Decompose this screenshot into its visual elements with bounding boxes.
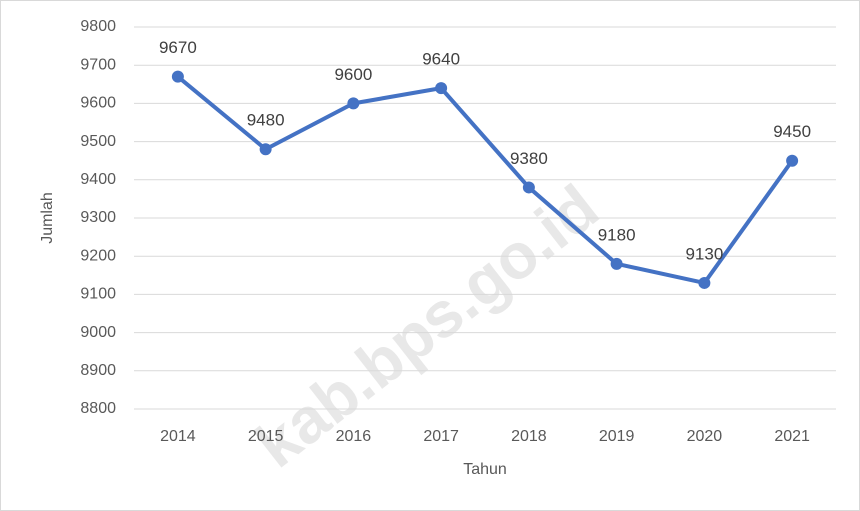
y-tick-label: 9400 [80, 171, 116, 188]
y-tick-label: 9500 [80, 133, 116, 150]
y-tick-label: 9600 [80, 95, 116, 112]
x-tick-label: 2015 [248, 428, 284, 445]
x-tick-label: 2014 [160, 428, 196, 445]
y-tick-label: 8900 [80, 362, 116, 379]
marker [435, 82, 448, 95]
y-tick-label: 8800 [80, 400, 116, 417]
marker [610, 257, 623, 270]
marker [522, 181, 535, 194]
data-label: 9480 [247, 111, 285, 130]
data-label: 9180 [598, 225, 636, 244]
x-axis-label: Tahun [463, 461, 507, 478]
y-tick-label: 9100 [80, 286, 116, 303]
data-label: 9640 [422, 50, 460, 69]
y-tick-label: 9700 [80, 56, 116, 73]
x-tick-label: 2019 [599, 428, 635, 445]
marker [171, 70, 184, 83]
marker [347, 97, 360, 110]
x-tick-label: 2020 [687, 428, 723, 445]
marker [786, 154, 799, 167]
data-label: 9450 [773, 122, 811, 141]
data-label: 9130 [685, 244, 723, 263]
x-tick-label: 2018 [511, 428, 547, 445]
y-tick-label: 9300 [80, 209, 116, 226]
marker [259, 143, 272, 156]
x-tick-label: 2016 [336, 428, 372, 445]
y-tick-label: 9200 [80, 247, 116, 264]
x-tick-label: 2021 [774, 428, 810, 445]
line [176, 75, 794, 285]
y-axis-label: Jumlah [39, 192, 56, 244]
y-tick-label: 9000 [80, 324, 116, 341]
data-label: 9380 [510, 149, 548, 168]
y-tick-label: 9800 [80, 18, 116, 35]
marker [698, 276, 711, 289]
data-label: 9670 [159, 38, 197, 57]
data-label: 9600 [334, 65, 372, 84]
x-tick-label: 2017 [423, 428, 459, 445]
